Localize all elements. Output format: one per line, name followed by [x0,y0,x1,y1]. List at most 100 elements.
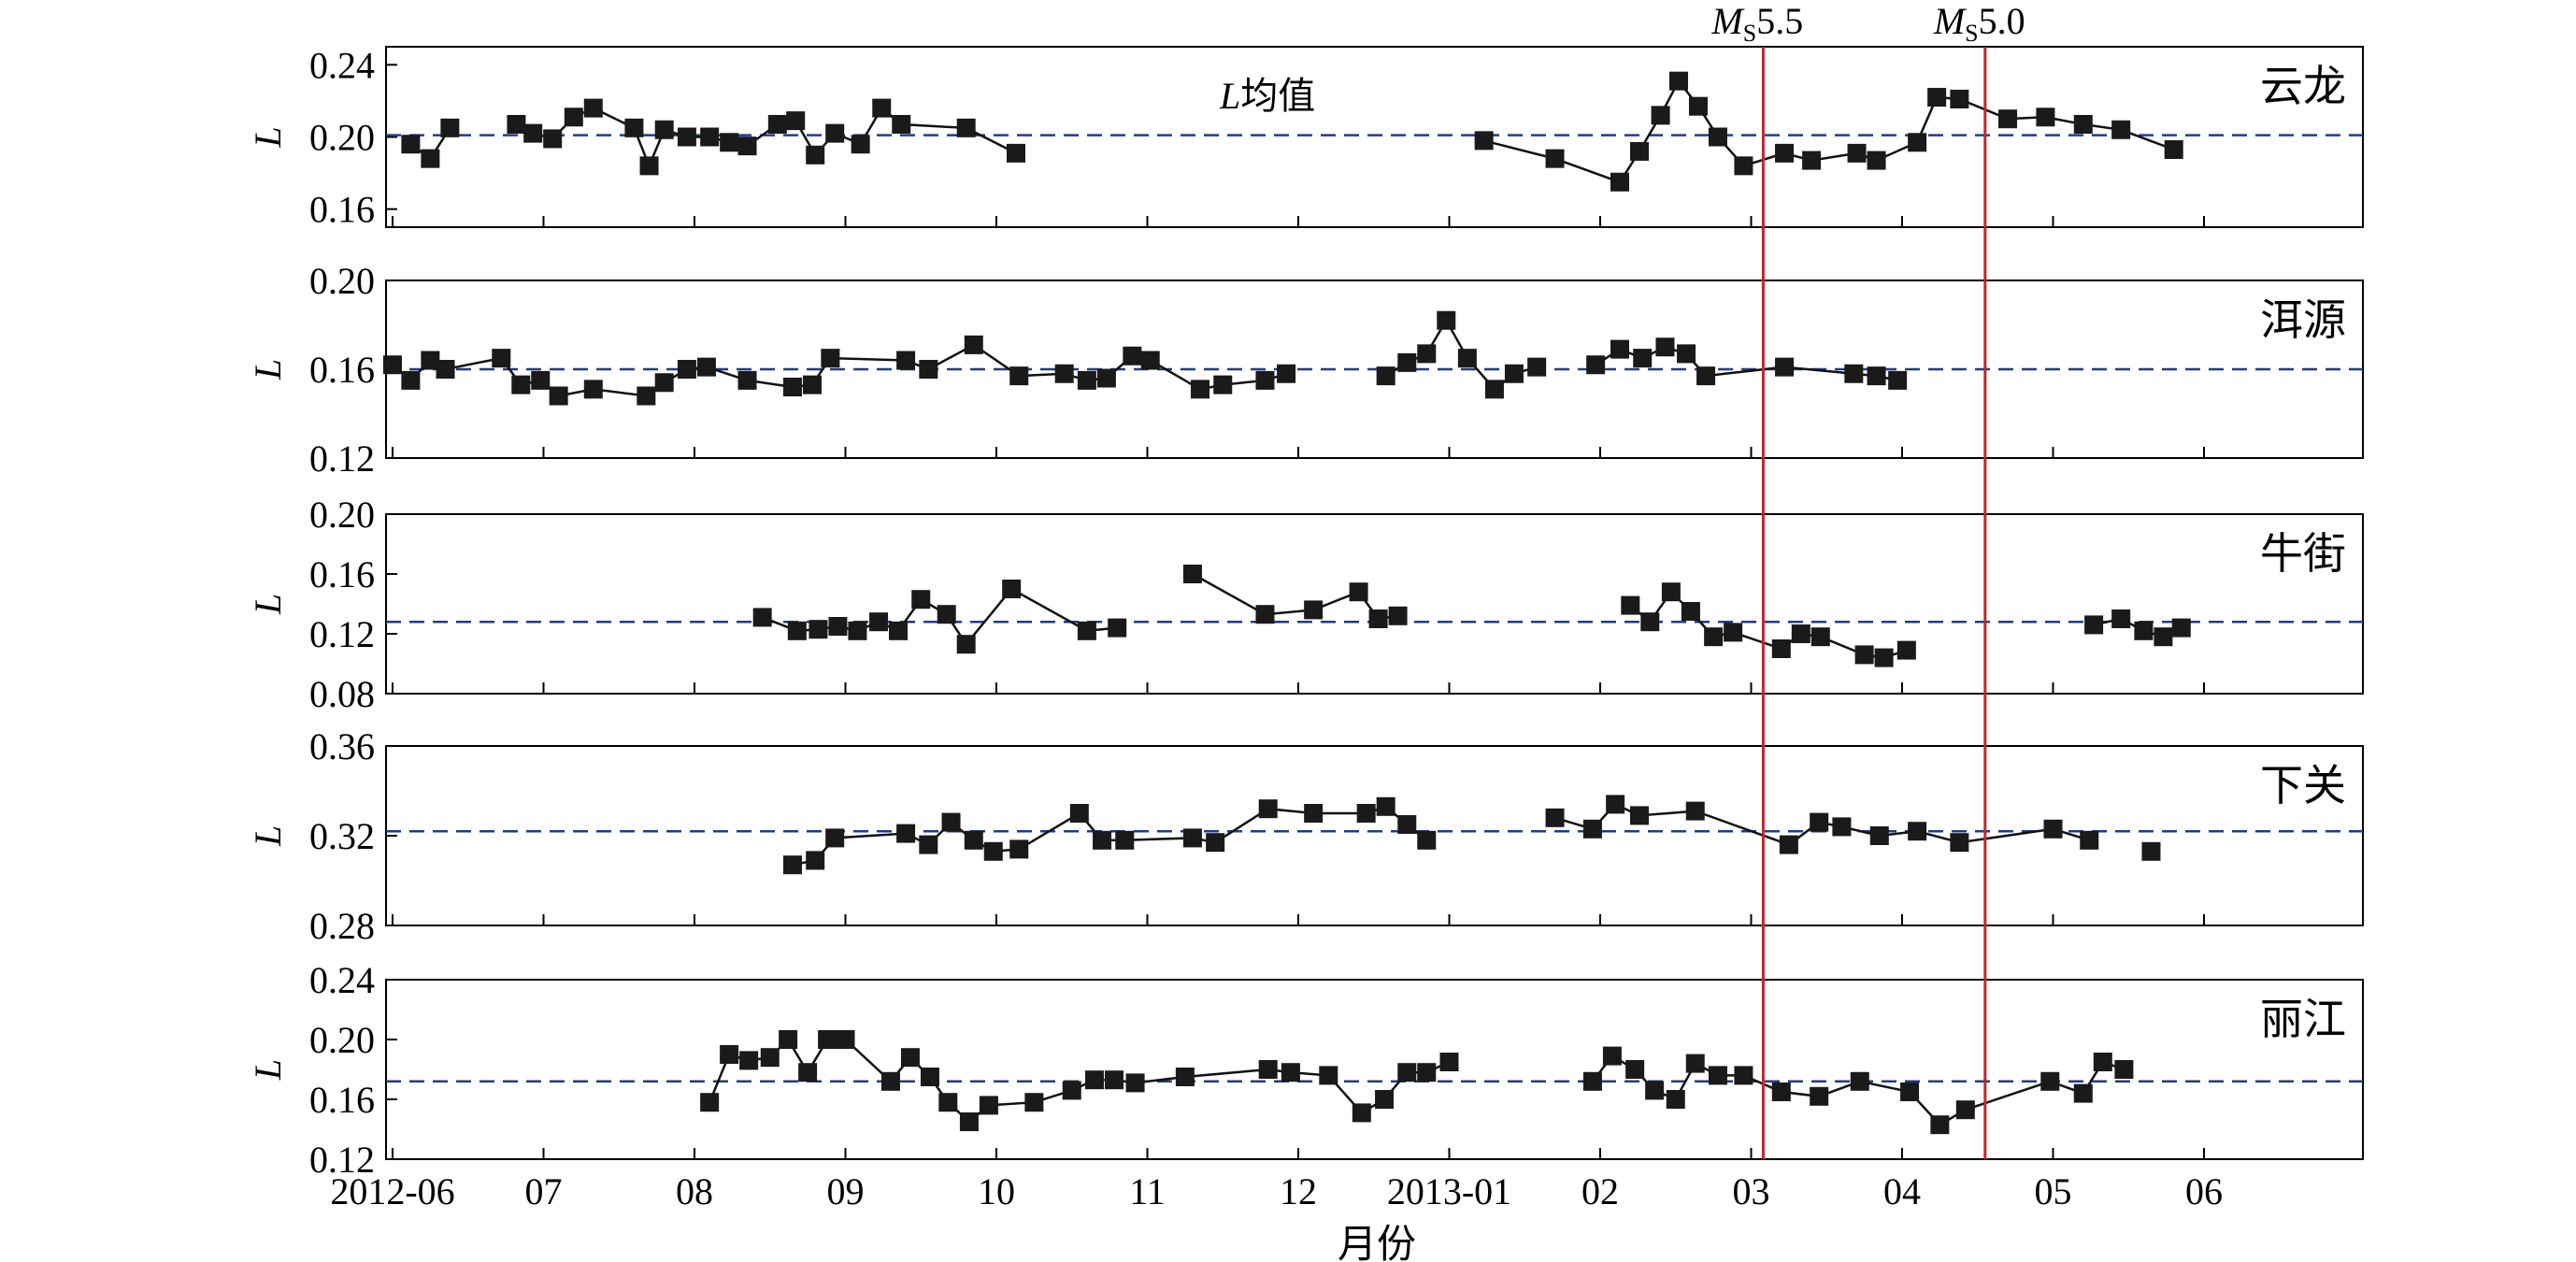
data-point [900,1048,920,1068]
data-point [1255,605,1275,624]
data-point [806,145,825,165]
data-point [1708,1066,1727,1085]
data-point [1123,346,1142,366]
data-point [1908,822,1927,841]
data-point [1104,1070,1123,1090]
station-name: 丽江 [2260,996,2346,1043]
data-point [1258,799,1278,819]
x-axis-label: 月份 [1338,1224,1416,1262]
data-point [737,370,757,390]
data-point [549,386,568,406]
data-point [1844,364,1864,383]
data-point [919,360,938,379]
panel-frame [385,745,2364,926]
data-point [1504,364,1524,383]
data-point [1356,804,1376,823]
data-point [1069,804,1089,823]
data-point [1376,366,1395,386]
data-point [1955,1100,1975,1120]
data-point [720,1045,739,1064]
data-point [1704,627,1724,647]
data-point [806,851,825,870]
data-point [1606,795,1625,814]
data-point [941,812,961,832]
x-tick-label: 02 [1581,1170,1619,1212]
data-point [1779,835,1798,854]
data-point [1096,368,1116,388]
data-point [911,590,931,609]
data-point [848,621,867,640]
data-point [639,156,659,176]
data-point [677,127,696,147]
x-tick-label: 05 [2035,1170,2072,1212]
data-point [1666,1090,1685,1109]
data-point [700,1093,720,1112]
data-point [1206,833,1225,853]
data-point [964,335,983,354]
y-axis-label: L [247,1059,289,1081]
data-point [809,620,828,639]
y-tick-label: 0.12 [309,1139,375,1181]
data-point [1213,375,1233,394]
data-point [1281,1063,1300,1083]
data-point [1661,582,1681,602]
data-point [869,612,889,632]
data-point [1077,621,1096,640]
data-point [1417,1063,1437,1083]
data-point [1685,801,1705,821]
data-point [1108,618,1127,638]
data-point [798,1063,818,1083]
data-point [1633,349,1653,368]
data-point [818,1030,837,1049]
data-point [2134,621,2154,640]
y-tick-label: 0.32 [309,815,375,857]
y-tick-label: 0.16 [309,1079,375,1121]
data-point [2080,830,2099,850]
data-point [1474,131,1494,151]
data-point [1388,606,1408,625]
data-point [779,1030,798,1049]
data-point [1696,366,1716,386]
earthquake-label-sub: S [1743,20,1756,47]
x-tick-label: 10 [978,1170,1015,1212]
data-point [938,1093,958,1112]
panel-3: 0.20 0.16 0.12 0.08 L 牛街 [247,494,2364,715]
data-point [511,375,531,394]
data-point [1734,156,1753,176]
data-point [1847,143,1867,163]
data-point [1625,1060,1645,1079]
y-axis-label: L [247,126,289,148]
data-point [1927,88,1947,108]
earthquake-label-value: 5.0 [1979,0,2025,42]
panel-frame [385,979,2364,1160]
data-point [383,355,402,375]
x-tick-label: 03 [1733,1170,1770,1212]
data-point [760,1048,780,1068]
x-tick-label: 2012-06 [330,1170,454,1212]
panel-4: 0.36 0.32 0.28 L 下关 [247,725,2364,947]
x-tick-label: 07 [525,1170,563,1212]
data-point [654,373,674,393]
data-point [583,98,603,118]
data-point [802,375,822,394]
earthquake-label-m: M [1710,0,1745,42]
data-point [720,133,739,152]
data-point [956,118,976,137]
data-point [436,360,455,379]
data-point [1867,366,1886,386]
data-point [2141,841,2161,861]
series-line [1483,79,2175,184]
data-point [1832,817,1852,837]
y-axis-label: L [247,594,289,615]
x-tick-label: 09 [827,1170,865,1212]
data-point [1397,815,1417,834]
data-point [421,149,440,168]
data-point [2093,1053,2112,1071]
data-point [700,127,720,147]
data-point [421,351,440,370]
data-point [677,360,696,379]
y-tick-label: 0.16 [309,349,375,391]
y-tick-label: 0.08 [309,673,375,715]
data-point [889,621,909,640]
data-point [1998,109,2018,129]
